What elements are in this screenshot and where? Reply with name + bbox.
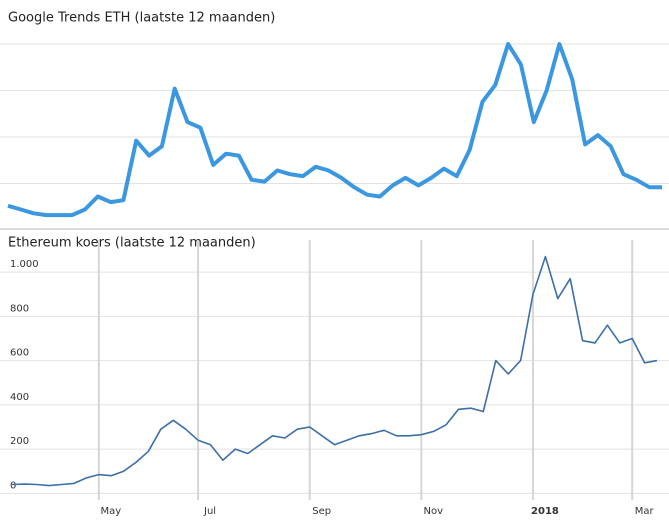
x-tick-label: Nov — [424, 506, 444, 517]
x-tick-label: Mar — [635, 506, 655, 517]
x-tick-label: Sep — [312, 506, 331, 517]
chart-title: Google Trends ETH (laatste 12 maanden) — [8, 11, 275, 26]
chart-title: Ethereum koers (laatste 12 maanden) — [8, 236, 256, 251]
x-tick-label: May — [100, 506, 121, 517]
y-tick-label: 600 — [10, 348, 29, 359]
y-tick-label: 1.000 — [10, 259, 39, 270]
y-tick-label: 200 — [10, 436, 29, 447]
y-tick-label: 400 — [10, 392, 29, 403]
data-line — [11, 255, 658, 487]
y-tick-label: 0 — [10, 480, 16, 491]
x-tick-label: 2018 — [531, 506, 559, 517]
y-tick-label: 800 — [10, 303, 29, 314]
data-line — [7, 42, 662, 218]
x-tick-label: Jul — [203, 506, 216, 517]
